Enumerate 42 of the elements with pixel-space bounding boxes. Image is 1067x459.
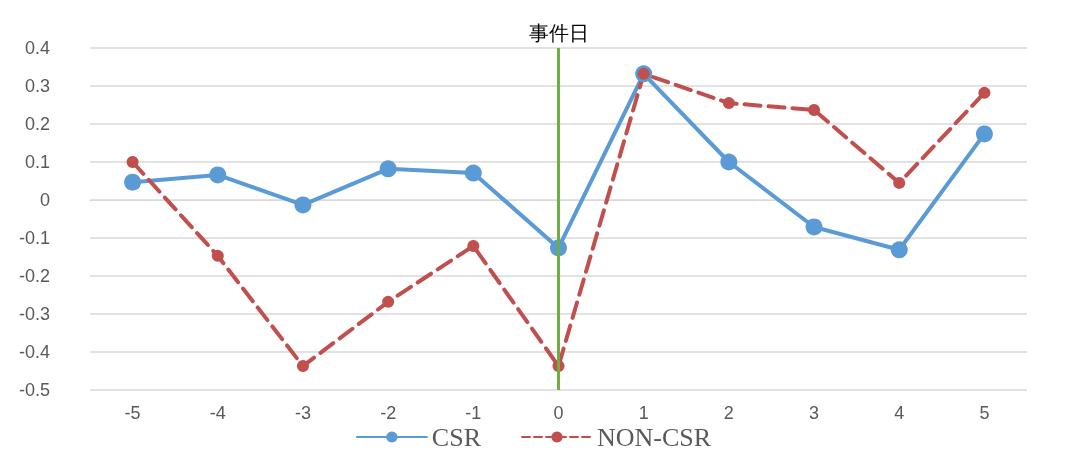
point <box>808 103 821 116</box>
y-tick-label: -0.2 <box>18 266 50 286</box>
point <box>978 86 991 99</box>
x-tick-label: -3 <box>294 403 311 423</box>
point <box>893 176 906 189</box>
y-tick-label: -0.3 <box>18 304 50 324</box>
x-tick-label: -5 <box>124 403 141 423</box>
point <box>296 360 309 373</box>
point <box>467 239 480 252</box>
x-tick-label: -4 <box>209 403 226 423</box>
point <box>211 249 224 262</box>
x-tick-label: 5 <box>979 403 990 423</box>
x-tick-label: 4 <box>894 403 905 423</box>
legend-label: CSR <box>431 422 482 452</box>
y-tick-label: 0.4 <box>24 38 50 58</box>
y-tick-label: -0.4 <box>18 342 50 362</box>
point <box>890 241 908 259</box>
point <box>209 166 227 184</box>
point <box>379 160 397 178</box>
point <box>126 156 139 168</box>
y-tick-label: 0.1 <box>24 152 50 172</box>
x-tick-label: 2 <box>723 403 734 423</box>
x-tick-label: 0 <box>553 403 564 423</box>
y-tick-label: 0 <box>39 190 50 210</box>
y-tick-label: -0.5 <box>18 380 50 400</box>
x-tick-label: 3 <box>809 403 820 423</box>
ref-line-label: 事件日 <box>528 21 589 45</box>
point <box>722 97 735 110</box>
y-tick-label: 0.3 <box>24 76 50 96</box>
point <box>294 196 312 214</box>
y-tick-label: -0.1 <box>18 228 50 248</box>
y-tick-label: 0.2 <box>24 114 50 134</box>
point <box>805 218 823 236</box>
point <box>975 125 993 143</box>
point <box>124 173 142 191</box>
x-tick-label: -1 <box>465 403 482 423</box>
point <box>382 295 395 308</box>
point <box>720 153 738 171</box>
x-tick-label: 1 <box>638 403 649 423</box>
point <box>464 164 482 182</box>
x-tick-label: -2 <box>380 403 397 423</box>
legend-label: NON-CSR <box>597 422 712 452</box>
